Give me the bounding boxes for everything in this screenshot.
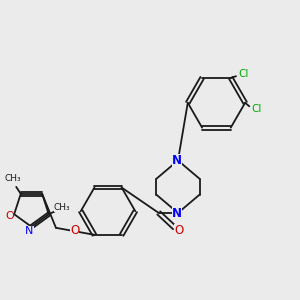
Text: CH₃: CH₃ — [54, 203, 70, 212]
Text: O: O — [70, 224, 80, 238]
Text: N: N — [172, 207, 182, 220]
Text: N: N — [25, 226, 34, 236]
Text: Cl: Cl — [252, 104, 262, 114]
Text: O: O — [5, 211, 14, 220]
Text: Cl: Cl — [238, 70, 249, 80]
Text: N: N — [172, 154, 182, 166]
Text: O: O — [174, 224, 183, 237]
Text: CH₃: CH₃ — [4, 174, 21, 183]
